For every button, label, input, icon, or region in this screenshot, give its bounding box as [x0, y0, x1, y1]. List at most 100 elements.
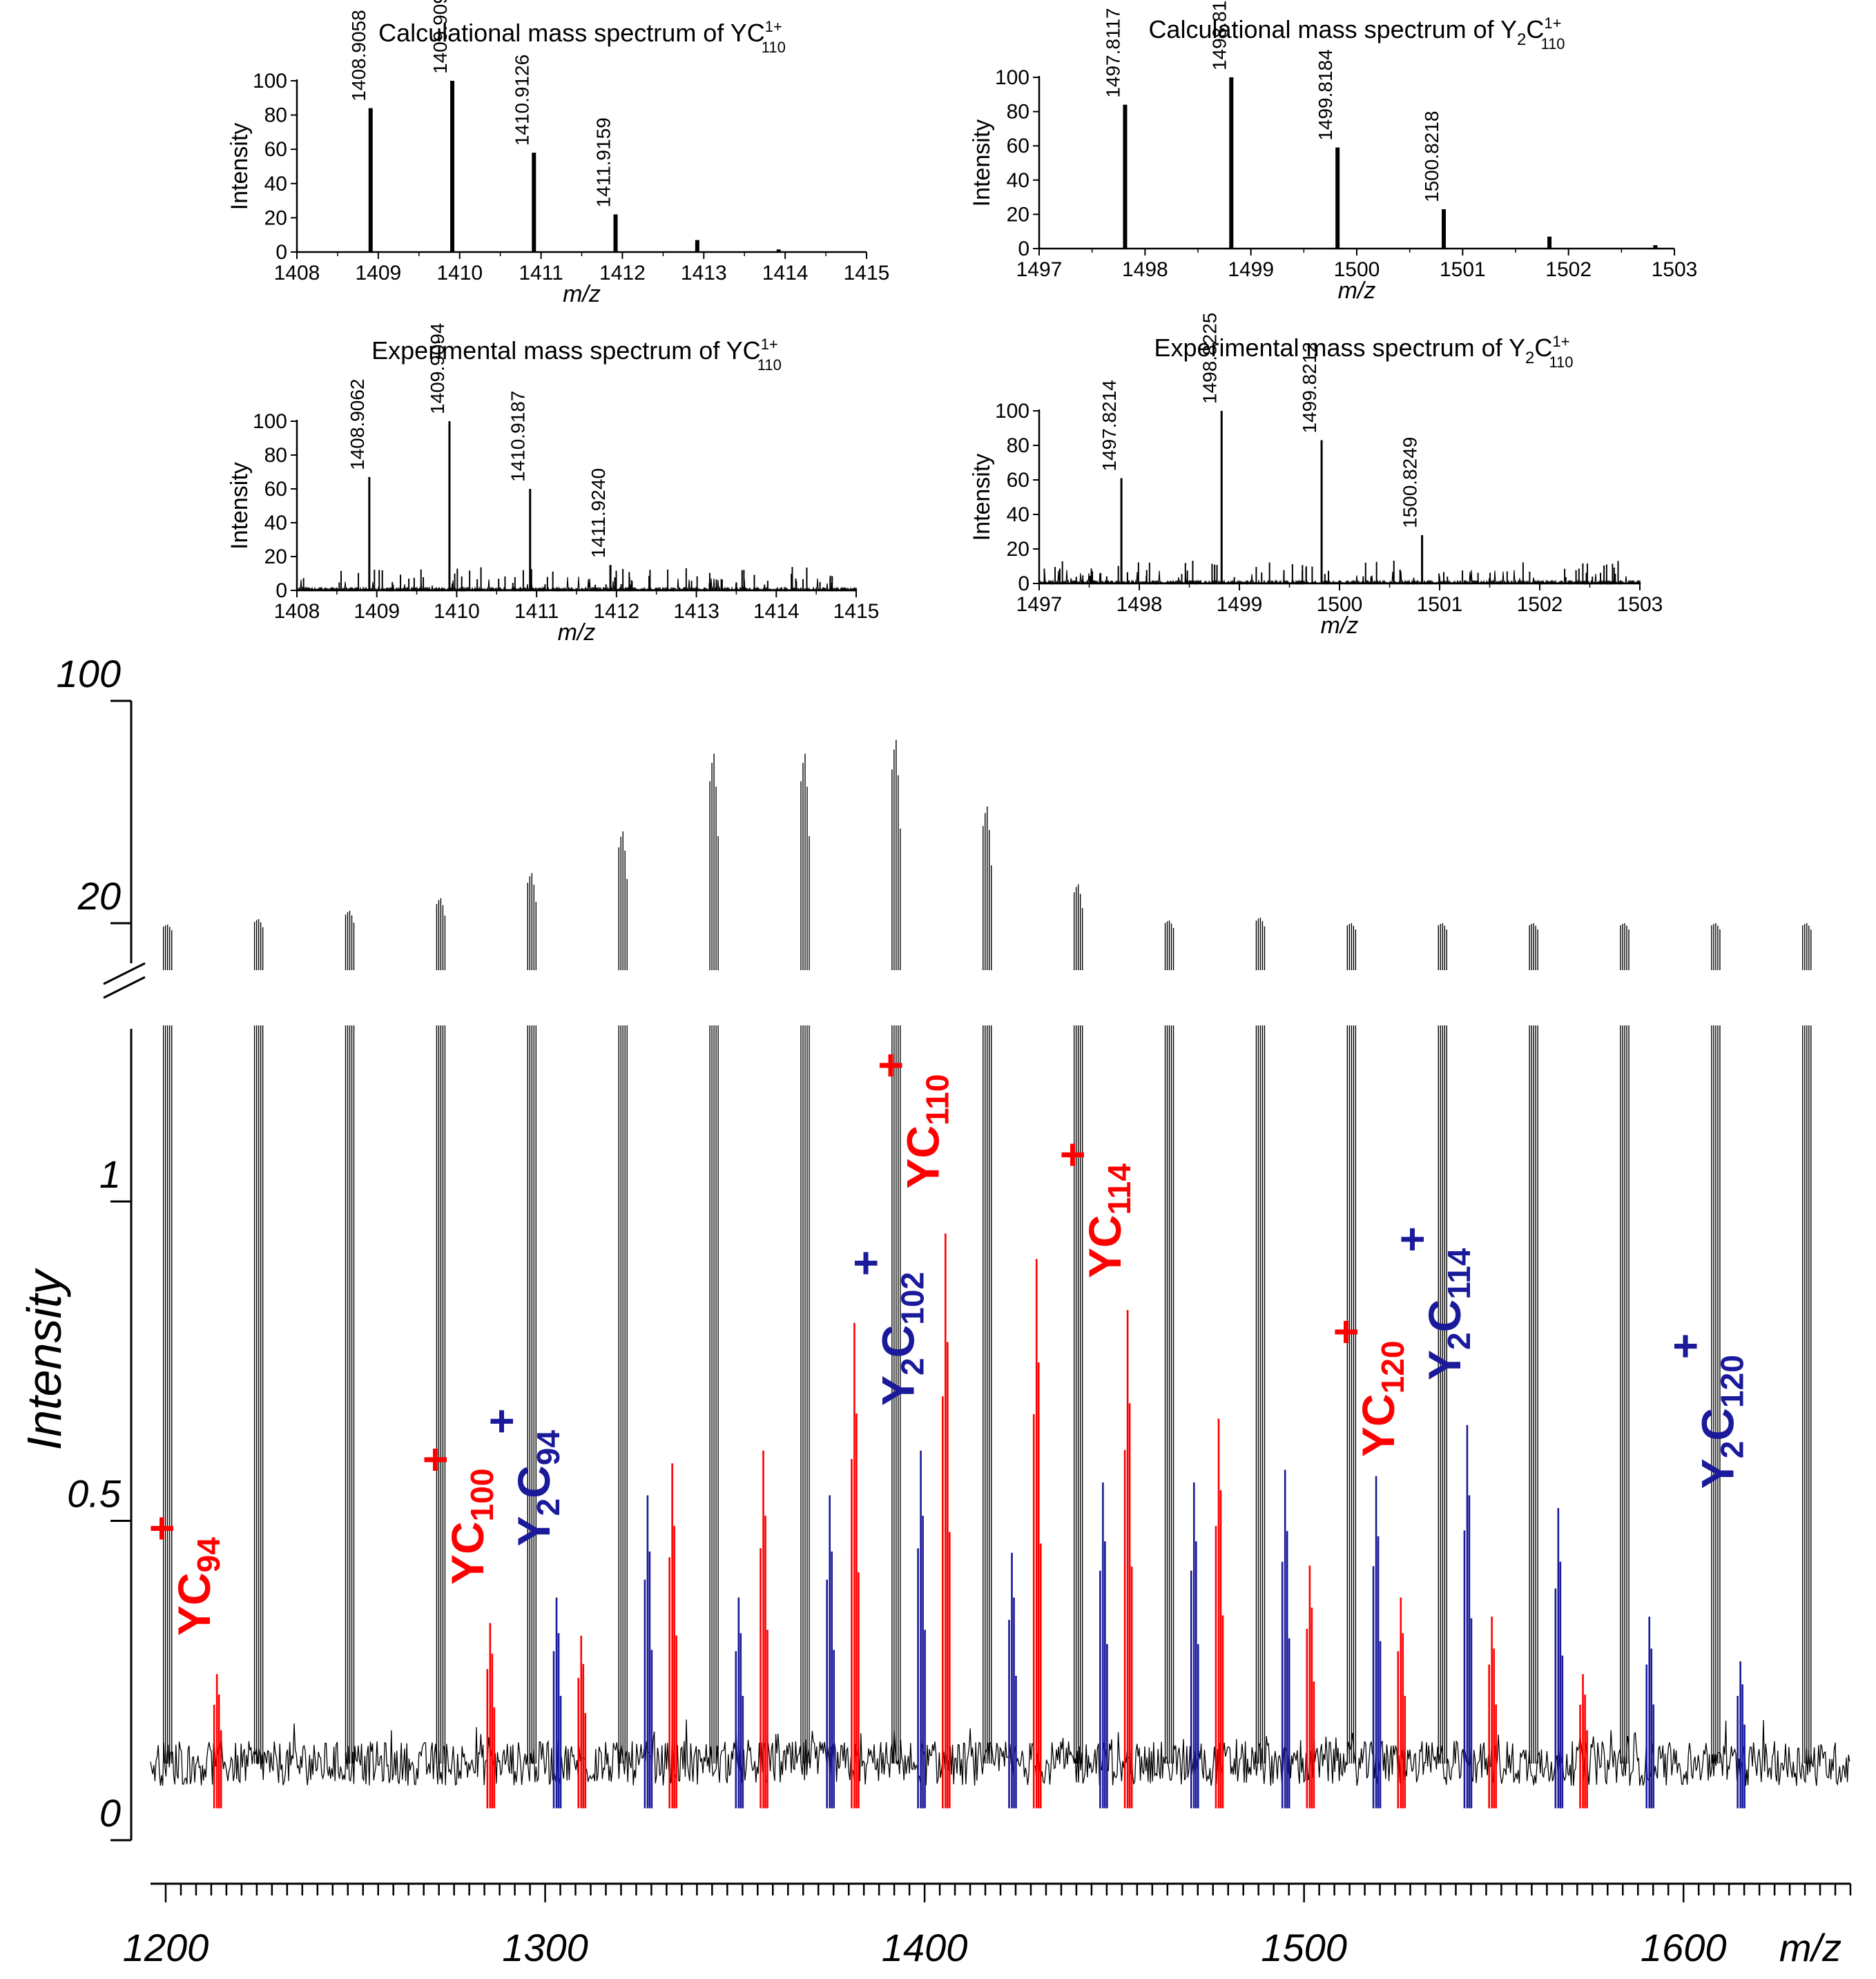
- peak-annotation: Y2C120+: [1661, 1333, 1750, 1489]
- inset-peak-label: 1409.9094: [427, 323, 448, 414]
- inset-x-tick-label: 1499: [1217, 593, 1263, 616]
- inset-title: Experimental mass spectrum of YC1+ 110: [371, 336, 782, 374]
- inset-y-tick-label: 80: [1007, 434, 1029, 457]
- inset-x-label: m/z: [558, 619, 596, 646]
- colored-peak-group: [213, 1674, 222, 1808]
- inset-exp-yc110: Experimental mass spectrum of YC1+ 110 0 20…: [226, 323, 879, 646]
- inset-title: Calculational mass spectrum of YC1+ 110: [378, 18, 786, 56]
- main-spectrum: 20 100 0 0.5 1 Intensity 1200 1300 1400 1500 1600 m…: [17, 652, 1852, 1969]
- colored-peak-group: [735, 1597, 744, 1808]
- inset-peak-label: 1500.8249: [1400, 437, 1421, 528]
- inset-peak-label: 1409.9092: [429, 0, 451, 74]
- black-cluster: [983, 806, 992, 1764]
- inset-x-tick-label: 1415: [833, 600, 880, 623]
- colored-peak-group: [917, 1450, 926, 1808]
- inset-y-tick-label: 40: [264, 173, 287, 195]
- black-cluster: [1255, 917, 1266, 1764]
- inset-peak-label: 1411.9159: [593, 117, 615, 207]
- inset-peak-label: 1499.8184: [1315, 49, 1336, 140]
- colored-peak-group: [1645, 1616, 1655, 1808]
- peak-annotation: Y2C94+: [476, 1409, 566, 1547]
- peak-annotation: YC94+: [137, 1516, 226, 1636]
- colored-peak-group: [552, 1597, 562, 1808]
- colored-peak-group: [1306, 1565, 1315, 1808]
- inset-y-tick-label: 20: [1007, 538, 1029, 561]
- inset-x-tick-label: 1408: [274, 600, 320, 623]
- colored-peak-group: [1554, 1508, 1564, 1808]
- colored-peak-group: [1488, 1616, 1497, 1808]
- colored-peak-group: [668, 1463, 677, 1808]
- inset-title: Experimental mass spectrum of Y2C1+ 110: [1154, 333, 1573, 371]
- main-y-tick-label: 100: [57, 652, 121, 695]
- inset-y-label: Intensity: [226, 123, 253, 211]
- inset-peak-label: 1410.9187: [507, 391, 529, 482]
- inset-noise-trace: [1038, 570, 1641, 586]
- black-cluster: [345, 910, 355, 1764]
- axis-break-mark: [103, 976, 146, 999]
- inset-y-tick-label: 40: [1007, 503, 1029, 526]
- main-x-tick-label: 1200: [123, 1926, 209, 1969]
- inset-x-tick-label: 1410: [436, 262, 483, 284]
- inset-x-tick-label: 1498: [1116, 593, 1163, 616]
- inset-x-tick-label: 1411: [514, 600, 559, 623]
- black-cluster: [1802, 923, 1812, 1764]
- inset-x-tick-label: 1408: [274, 262, 320, 284]
- main-y-tick-label: 1: [99, 1152, 121, 1196]
- inset-x-tick-label: 1501: [1440, 258, 1486, 281]
- black-cluster: [253, 918, 264, 1764]
- inset-x-tick-label: 1414: [762, 262, 809, 284]
- black-cluster: [1346, 923, 1357, 1764]
- inset-x-tick-label: 1498: [1122, 258, 1168, 281]
- colored-peak-group: [577, 1636, 587, 1808]
- inset-peak-label: 1408.9058: [348, 10, 369, 101]
- colored-peak-group: [1123, 1310, 1133, 1808]
- black-cluster: [527, 873, 537, 1764]
- colored-peak-group: [1215, 1418, 1224, 1808]
- inset-y-tick-label: 60: [1007, 469, 1029, 492]
- main-noise-trace: [150, 1719, 1850, 1786]
- main-x-tick-label: 1300: [502, 1926, 588, 1969]
- peak-annotation: Y2C114+: [1387, 1226, 1477, 1380]
- main-y-label: Intensity: [17, 1268, 71, 1451]
- inset-x-tick-label: 1412: [593, 600, 639, 623]
- peak-annotation: YC100+: [410, 1447, 500, 1585]
- inset-x-tick-label: 1503: [1617, 593, 1663, 616]
- inset-x-tick-label: 1411: [519, 262, 563, 284]
- inset-y-tick-label: 80: [264, 444, 287, 467]
- black-cluster: [891, 740, 901, 1764]
- inset-noise-trace: [296, 577, 858, 592]
- inset-x-tick-label: 1415: [844, 262, 890, 284]
- inset-spectra: Calculational mass spectrum of YC1+ 110 0 2…: [226, 0, 1697, 646]
- colored-peak-group: [851, 1322, 860, 1808]
- black-cluster: [1620, 923, 1630, 1764]
- inset-y-tick-label: 40: [1007, 169, 1029, 192]
- colored-peak-group: [1281, 1469, 1290, 1808]
- inset-x-tick-label: 1413: [681, 262, 727, 284]
- black-cluster: [618, 831, 628, 1764]
- main-y-tick-label: 0.5: [67, 1472, 122, 1516]
- colored-peak-group: [942, 1233, 951, 1808]
- inset-x-tick-label: 1410: [434, 600, 480, 623]
- main-y-tick-label: 20: [77, 874, 121, 918]
- inset-y-tick-label: 40: [264, 512, 287, 534]
- colored-peak-group: [1397, 1597, 1406, 1808]
- colored-peak-group: [1372, 1476, 1382, 1808]
- inset-y-tick-label: 0: [275, 579, 287, 602]
- inset-y-label: Intensity: [969, 119, 995, 207]
- colored-peak-group: [486, 1623, 496, 1808]
- peak-annotation: YC114+: [1047, 1142, 1137, 1278]
- inset-x-tick-label: 1497: [1016, 593, 1063, 616]
- inset-x-tick-label: 1409: [354, 600, 400, 623]
- inset-peak-label: 1410.9126: [511, 55, 532, 146]
- inset-x-tick-label: 1502: [1545, 258, 1592, 281]
- peak-annotation: YC120+: [1321, 1319, 1411, 1457]
- inset-x-label: m/z: [1321, 612, 1359, 639]
- axis-break-mark: [103, 962, 146, 985]
- inset-y-tick-label: 100: [253, 410, 287, 433]
- inset-y-tick-label: 80: [264, 104, 287, 127]
- colored-peak-group: [644, 1495, 653, 1808]
- inset-y-tick-label: 0: [1018, 572, 1029, 595]
- colored-peak-group: [1032, 1259, 1042, 1808]
- inset-x-label: m/z: [1338, 278, 1376, 304]
- inset-y-tick-label: 60: [1007, 135, 1029, 157]
